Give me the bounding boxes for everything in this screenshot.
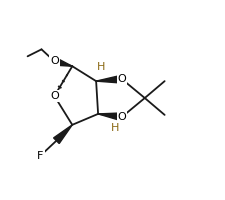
Text: O: O: [117, 74, 126, 84]
Polygon shape: [53, 125, 72, 144]
Polygon shape: [96, 75, 122, 83]
Text: F: F: [37, 151, 43, 161]
Text: O: O: [117, 112, 126, 122]
Polygon shape: [53, 57, 72, 66]
Polygon shape: [98, 113, 122, 121]
Text: O: O: [50, 91, 58, 101]
Text: H: H: [110, 123, 119, 133]
Text: H: H: [97, 62, 105, 72]
Text: O: O: [50, 56, 58, 66]
